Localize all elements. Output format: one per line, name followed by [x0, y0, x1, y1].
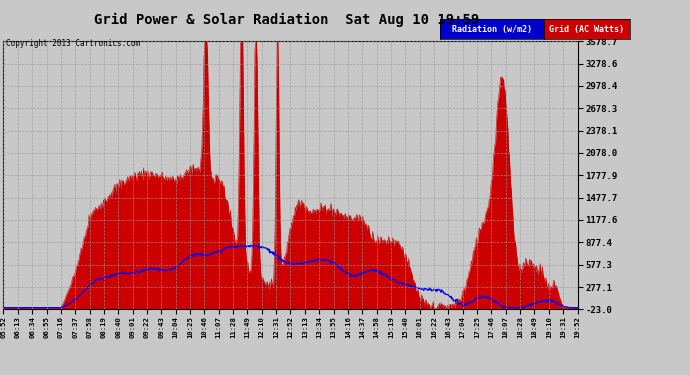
Text: Copyright 2013 Cartronics.com: Copyright 2013 Cartronics.com	[6, 39, 139, 48]
Text: Grid (AC Watts): Grid (AC Watts)	[549, 25, 624, 34]
Text: Radiation (w/m2): Radiation (w/m2)	[452, 25, 532, 34]
Text: Grid Power & Solar Radiation  Sat Aug 10 19:59: Grid Power & Solar Radiation Sat Aug 10 …	[94, 13, 479, 27]
